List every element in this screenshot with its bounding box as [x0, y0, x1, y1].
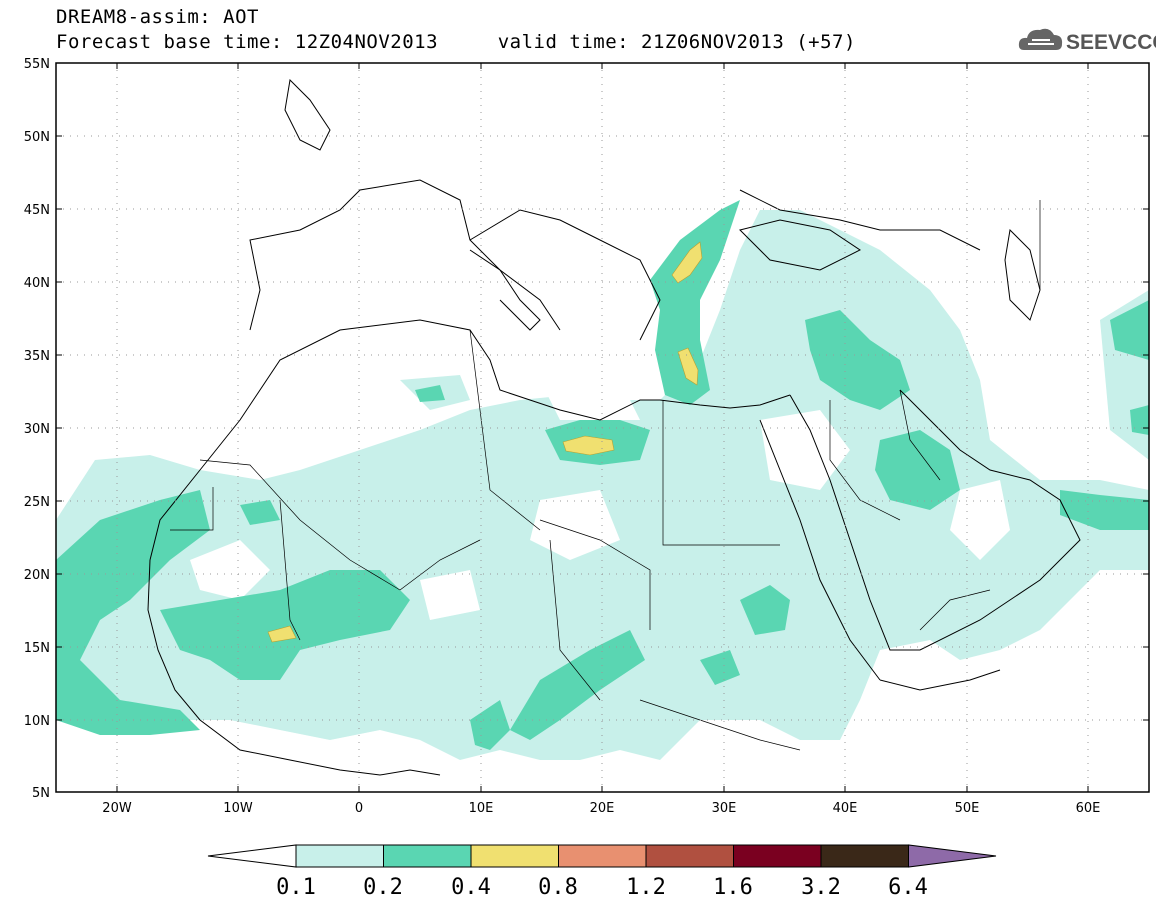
logo-text: SEEVCCC	[1066, 31, 1156, 54]
lat-labels: 55N 50N 45N 40N 35N 30N 25N 20N 15N 10N …	[24, 57, 50, 801]
coastlines	[147, 78, 1081, 776]
gridlines	[56, 63, 1149, 792]
cloud-icon	[1018, 28, 1063, 50]
aot-level-0.2	[56, 200, 1149, 750]
colorbar-swatch	[733, 844, 822, 868]
forecast-times: Forecast base time: 12Z04NOV2013 valid t…	[56, 31, 856, 53]
lat-label: 30N	[24, 422, 50, 437]
lat-label: 5N	[32, 786, 50, 801]
colorbar-swatch	[295, 844, 384, 868]
lon-label: 50E	[955, 801, 980, 816]
colorbar-label: 0.8	[538, 875, 578, 900]
lat-label: 55N	[24, 57, 50, 72]
colorbar-swatch	[470, 844, 559, 868]
colorbar-swatch	[820, 844, 909, 868]
lat-label: 15N	[24, 641, 50, 656]
colorbar-swatch	[558, 844, 647, 868]
ticks	[56, 62, 1149, 793]
lat-label: 25N	[24, 495, 50, 510]
colorbar-label: 1.2	[626, 875, 666, 900]
aot-level-0.4	[267, 241, 703, 643]
lon-label: 40E	[833, 801, 858, 816]
colorbar-swatch	[645, 844, 734, 868]
lat-label: 10N	[24, 714, 50, 729]
aot-clear-areas	[190, 380, 1010, 620]
colorbar-label: 1.6	[713, 875, 753, 900]
lon-label: 0	[355, 801, 363, 816]
lon-label: 20W	[102, 801, 132, 816]
borders	[170, 200, 1041, 751]
lat-label: 35N	[24, 349, 50, 364]
lon-labels: 20W 10W 0 10E 20E 30E 40E 50E 60E	[102, 801, 1100, 816]
colorbar-max-arrow	[908, 844, 997, 868]
lon-label: 60E	[1076, 801, 1101, 816]
lon-label: 10W	[223, 801, 253, 816]
chart-title: DREAM8-assim: AOT	[56, 6, 259, 28]
lon-label: 20E	[590, 801, 615, 816]
colorbar-label: 0.2	[363, 875, 403, 900]
colorbar-label: 3.2	[801, 875, 841, 900]
lat-label: 40N	[24, 276, 50, 291]
lat-label: 45N	[24, 203, 50, 218]
lon-label: 30E	[712, 801, 737, 816]
lat-label: 50N	[24, 130, 50, 145]
colorbar-labels: 0.1 0.2 0.4 0.8 1.2 1.6 3.2 6.4	[276, 875, 928, 900]
lon-label: 10E	[469, 801, 494, 816]
lat-label: 20N	[24, 568, 50, 583]
colorbar-label: 6.4	[888, 875, 928, 900]
seevccc-logo: SEEVCCC	[1018, 28, 1156, 54]
colorbar-label: 0.4	[451, 875, 491, 900]
colorbar	[207, 844, 997, 868]
colorbar-label: 0.1	[276, 875, 316, 900]
colorbar-min-arrow	[207, 844, 297, 868]
colorbar-swatch	[383, 844, 472, 868]
